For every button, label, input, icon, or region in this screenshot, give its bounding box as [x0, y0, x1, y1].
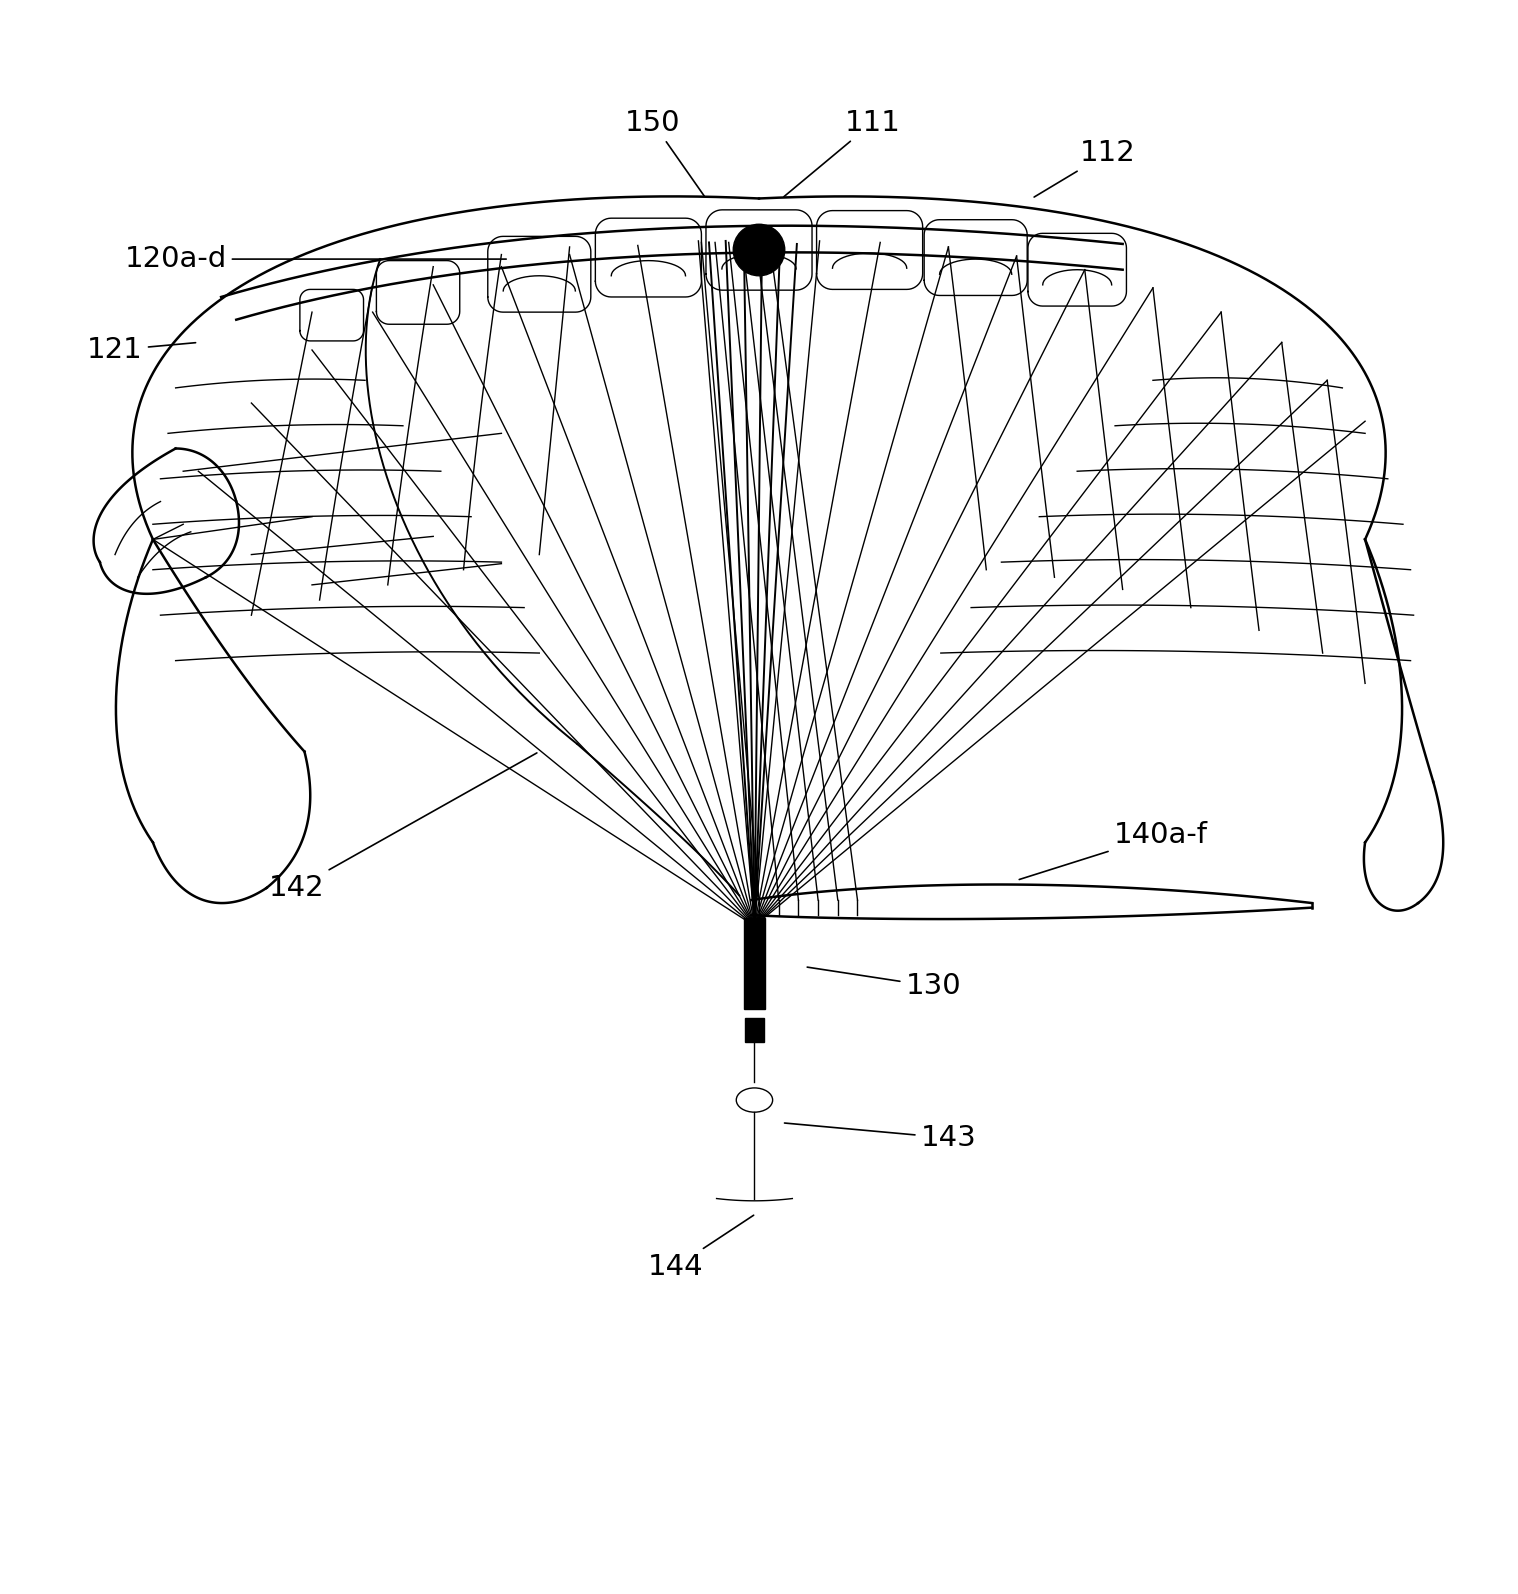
Bar — [745, 1019, 764, 1042]
Text: 130: 130 — [808, 968, 961, 1001]
Circle shape — [733, 225, 785, 276]
Bar — [744, 918, 765, 1009]
Text: 144: 144 — [648, 1215, 753, 1280]
Text: 121: 121 — [87, 336, 196, 363]
Text: 150: 150 — [625, 108, 704, 196]
Text: 111: 111 — [783, 108, 900, 196]
Text: 120a-d: 120a-d — [124, 245, 505, 273]
Text: 112: 112 — [1034, 139, 1135, 198]
Text: 142: 142 — [269, 752, 537, 902]
Text: 140a-f: 140a-f — [1019, 821, 1207, 880]
Text: 143: 143 — [785, 1124, 976, 1152]
